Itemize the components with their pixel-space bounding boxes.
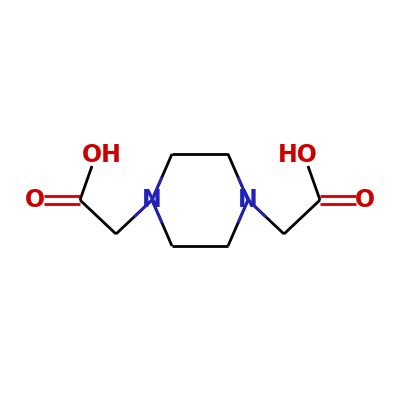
Text: O: O [355,188,375,212]
Text: OH: OH [82,143,122,167]
Text: N: N [238,188,258,212]
Text: O: O [25,188,45,212]
Text: N: N [142,188,162,212]
Text: HO: HO [278,143,318,167]
